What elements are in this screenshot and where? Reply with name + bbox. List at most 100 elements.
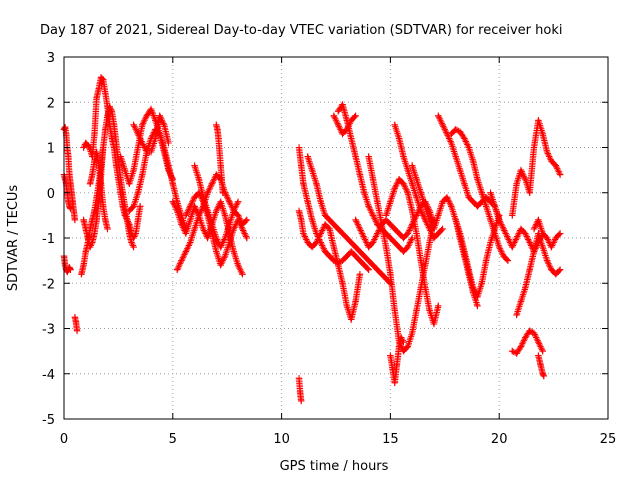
data-point bbox=[408, 207, 416, 215]
series-arc19 bbox=[295, 375, 305, 405]
data-point bbox=[369, 239, 377, 246]
data-point bbox=[509, 243, 516, 251]
data-point bbox=[321, 212, 329, 219]
data-point bbox=[417, 189, 425, 196]
data-point bbox=[343, 252, 351, 260]
data-point bbox=[213, 248, 220, 255]
data-point bbox=[297, 216, 305, 224]
data-point bbox=[535, 338, 542, 346]
data-point bbox=[213, 121, 220, 129]
series-arc04 bbox=[71, 313, 81, 334]
data-point bbox=[537, 361, 544, 368]
data-point bbox=[487, 239, 494, 246]
data-point bbox=[556, 171, 564, 178]
data-point bbox=[187, 216, 194, 224]
data-point bbox=[221, 252, 229, 260]
data-point bbox=[208, 180, 216, 187]
data-point bbox=[426, 239, 433, 246]
series-arc28 bbox=[408, 162, 481, 310]
data-point bbox=[395, 175, 403, 183]
data-point bbox=[297, 397, 305, 405]
data-point bbox=[374, 198, 381, 205]
data-point bbox=[543, 148, 551, 156]
data-point bbox=[217, 261, 224, 269]
data-point bbox=[365, 266, 372, 273]
data-point bbox=[552, 271, 559, 278]
series-arc35 bbox=[535, 352, 548, 380]
data-point bbox=[413, 175, 420, 183]
data-point bbox=[126, 221, 133, 228]
x-tick-label: 0 bbox=[60, 432, 68, 447]
data-point bbox=[93, 94, 100, 101]
data-point bbox=[134, 144, 142, 151]
data-point bbox=[239, 225, 246, 233]
data-point bbox=[393, 361, 401, 368]
data-point bbox=[99, 76, 107, 83]
data-point bbox=[95, 198, 103, 205]
data-point bbox=[469, 157, 477, 165]
data-point bbox=[214, 126, 221, 133]
data-point bbox=[243, 234, 250, 242]
data-point bbox=[356, 225, 364, 233]
data-point bbox=[522, 175, 529, 183]
series-arc22 bbox=[330, 112, 359, 138]
data-point bbox=[456, 230, 464, 237]
data-point bbox=[113, 162, 120, 169]
data-point bbox=[334, 108, 342, 115]
data-point bbox=[469, 198, 477, 205]
data-point bbox=[239, 271, 246, 278]
data-point bbox=[213, 234, 220, 242]
data-point bbox=[182, 248, 190, 255]
data-point bbox=[191, 162, 198, 169]
data-point bbox=[95, 162, 103, 169]
series-arc06 bbox=[80, 74, 144, 242]
series-arc34 bbox=[509, 327, 546, 357]
data-point bbox=[365, 257, 372, 264]
data-point bbox=[448, 139, 455, 147]
data-point bbox=[70, 207, 77, 215]
data-point bbox=[308, 243, 316, 251]
data-point bbox=[417, 207, 425, 215]
data-point bbox=[130, 166, 137, 174]
series-arc16 bbox=[213, 121, 227, 196]
data-point bbox=[456, 166, 464, 174]
data-point bbox=[352, 252, 359, 260]
data-point bbox=[539, 243, 546, 251]
data-point bbox=[369, 212, 377, 219]
data-point bbox=[182, 212, 190, 219]
data-point bbox=[430, 320, 438, 328]
data-point bbox=[408, 180, 416, 187]
series-arc30 bbox=[448, 126, 512, 264]
data-point bbox=[217, 198, 224, 205]
data-point bbox=[110, 144, 118, 151]
data-point bbox=[548, 243, 555, 251]
series-arc25 bbox=[382, 175, 442, 328]
data-point bbox=[400, 180, 407, 187]
data-point bbox=[147, 105, 155, 113]
data-point bbox=[86, 243, 94, 251]
data-point bbox=[304, 198, 311, 205]
data-point bbox=[147, 148, 155, 156]
series-arc36 bbox=[513, 230, 564, 319]
data-point bbox=[517, 343, 525, 350]
data-point bbox=[86, 146, 94, 153]
series-arc20 bbox=[304, 153, 394, 287]
data-point bbox=[474, 203, 481, 210]
data-point bbox=[404, 243, 412, 251]
data-point bbox=[217, 162, 224, 169]
data-point bbox=[317, 198, 324, 205]
data-point bbox=[317, 239, 324, 246]
data-point bbox=[540, 372, 548, 380]
data-point bbox=[219, 189, 227, 196]
data-point bbox=[234, 261, 242, 269]
data-point bbox=[478, 189, 485, 196]
series-markers bbox=[213, 121, 226, 196]
data-point bbox=[356, 171, 364, 178]
data-point bbox=[352, 153, 359, 160]
data-point bbox=[330, 112, 338, 120]
data-point bbox=[404, 343, 412, 350]
data-point bbox=[400, 338, 407, 346]
data-point bbox=[395, 135, 403, 142]
data-point bbox=[334, 121, 342, 129]
data-point bbox=[226, 198, 233, 205]
